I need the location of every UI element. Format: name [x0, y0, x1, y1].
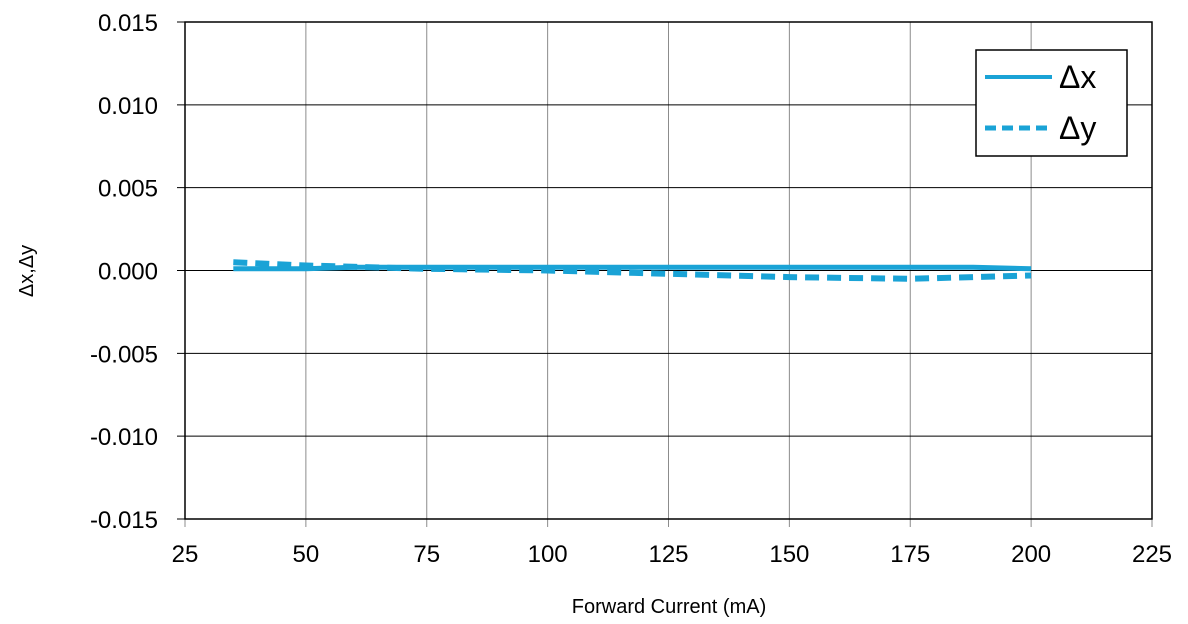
- legend-label-dx: Δx: [1059, 59, 1096, 95]
- y-tick-label: 0.010: [98, 93, 158, 120]
- x-tick-label: 75: [413, 541, 440, 568]
- series-line-dy: [233, 259, 1032, 282]
- x-tick-label: 150: [769, 541, 809, 568]
- x-tick-label: 200: [1011, 541, 1051, 568]
- legend: Δx Δy: [975, 49, 1128, 157]
- x-tick-label: 175: [890, 541, 930, 568]
- x-tick-label: 125: [648, 541, 688, 568]
- y-tick-label: 0.005: [98, 176, 158, 203]
- x-tick-label: 50: [293, 541, 320, 568]
- tick-labels: 25 50 75 100 125 150 175 200 225 0.015 0.010 0.005 0…: [90, 10, 1172, 568]
- y-tick-label: -0.015: [90, 507, 158, 534]
- y-tick-label: 0.015: [98, 10, 158, 37]
- x-tick-label: 25: [172, 541, 199, 568]
- legend-box: [975, 49, 1128, 157]
- plot-series: [233, 259, 1032, 282]
- x-tick-label: 225: [1132, 541, 1172, 568]
- x-tick-label: 100: [528, 541, 568, 568]
- plot-frame: [184, 21, 1153, 520]
- x-axis-title: Forward Current (mA): [572, 596, 766, 618]
- y-tick-label: -0.010: [90, 424, 158, 451]
- y-tick-label: 0.000: [98, 259, 158, 286]
- legend-label-dy: Δy: [1059, 110, 1096, 146]
- y-tick-label: -0.005: [90, 341, 158, 368]
- y-axis-title: Δx,Δy: [16, 245, 38, 297]
